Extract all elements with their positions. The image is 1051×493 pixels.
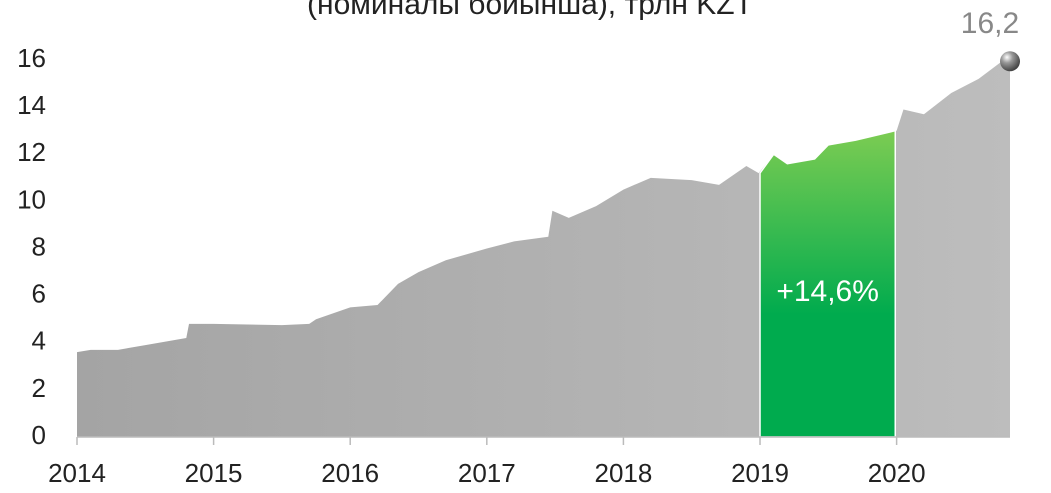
y-tick-label: 4 (32, 326, 46, 356)
x-tick-label: 2020 (868, 458, 926, 488)
x-tick-label: 2016 (321, 458, 379, 488)
y-tick-label: 6 (32, 279, 46, 309)
x-tick-label: 2017 (458, 458, 516, 488)
y-tick-label: 8 (32, 231, 46, 261)
y-tick-label: 16 (17, 43, 46, 73)
chart-title: (номиналы бойынша), трлн KZT (307, 0, 753, 21)
area (759, 129, 897, 438)
x-tick-label: 2018 (594, 458, 652, 488)
value-label: 16,2 (961, 7, 1019, 40)
y-tick-label: 0 (32, 420, 46, 450)
x-tick-label: 2019 (731, 458, 789, 488)
y-tick-label: 2 (32, 373, 46, 403)
y-tick-label: 14 (17, 90, 46, 120)
x-tick-label: 2014 (48, 458, 106, 488)
end-marker (1000, 51, 1020, 72)
x-tick-label: 2015 (185, 458, 243, 488)
y-tick-label: 12 (17, 137, 46, 167)
y-tick-label: 10 (17, 184, 46, 214)
annotation: +14,6% (776, 275, 879, 308)
